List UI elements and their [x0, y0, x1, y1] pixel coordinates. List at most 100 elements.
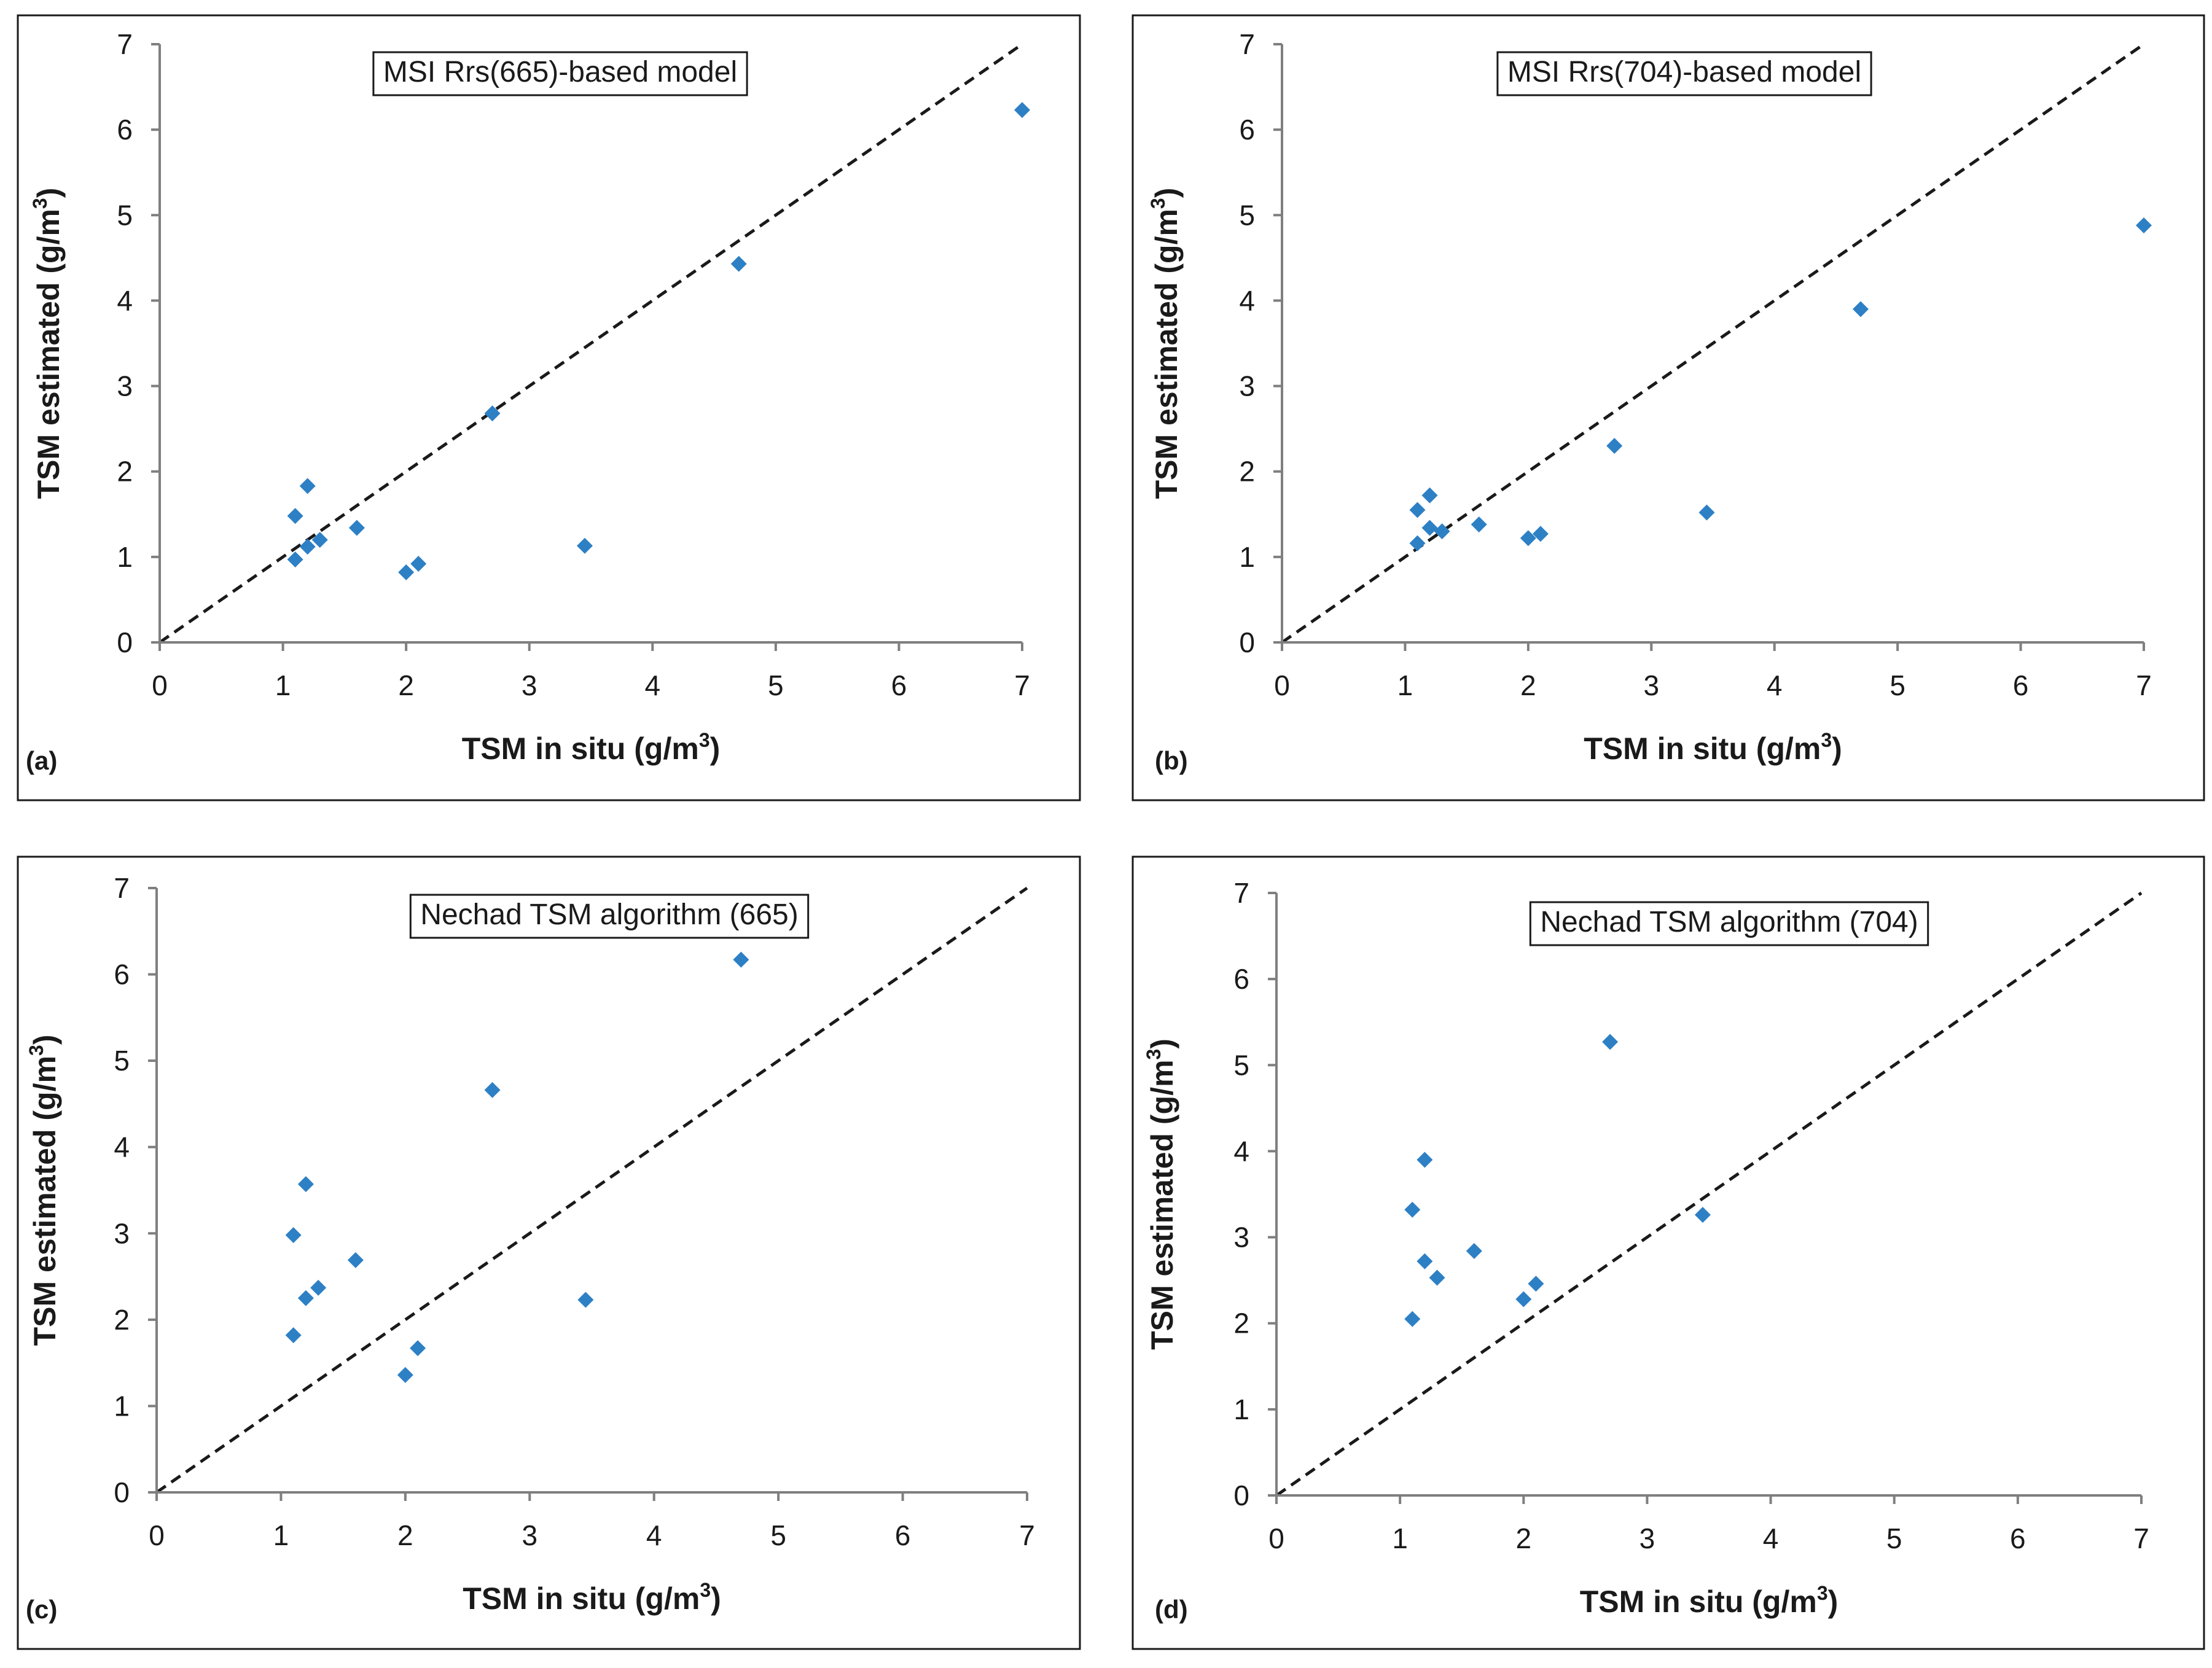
panel-frame: [1131, 855, 2205, 1650]
data-point: [1698, 504, 1715, 521]
data-point: [398, 564, 415, 580]
y-tick-label: 7: [1233, 877, 1249, 909]
data-point: [285, 1227, 302, 1244]
chart-title-box: [409, 894, 810, 939]
data-point: [310, 1279, 327, 1296]
x-tick-label: 2: [1515, 1522, 1531, 1554]
data-point: [484, 405, 501, 422]
y-axis-title: TSM estimated (g/m3): [29, 188, 66, 499]
x-axis-unit-sup: 3: [1821, 729, 1832, 751]
y-tick-label: 7: [1239, 28, 1255, 60]
y-axis-title: TSM estimated (g/m3): [25, 1035, 62, 1346]
y-tick-label: 1: [117, 541, 133, 573]
x-tick-label: 2: [398, 669, 414, 701]
y-axis-title: TSM estimated (g/m3): [1147, 188, 1184, 499]
x-axis-unit-close: ): [711, 1581, 721, 1616]
y-tick-label: 5: [114, 1045, 130, 1077]
y-tick-label: 6: [1233, 963, 1249, 995]
panel-letter: (b): [1155, 746, 1188, 775]
panel-d: 0 1 2 3 4 5 6 7 0 1 2 3 4 5 6 7 Nechad TSM algorithm (70…: [1131, 855, 2205, 1650]
data-point: [397, 1366, 413, 1383]
y-axis-unit-close: ): [31, 188, 66, 198]
y-tick-label: 5: [1233, 1049, 1249, 1081]
data-point: [1520, 530, 1536, 547]
x-tick-label: 1: [1397, 669, 1413, 701]
data-point: [1853, 301, 1869, 318]
x-axis-unit-close: ): [710, 731, 721, 766]
data-point: [1417, 1253, 1433, 1269]
x-tick-label: 6: [2013, 669, 2029, 701]
x-tick-label: 7: [1019, 1519, 1035, 1551]
x-axis-title: TSM in situ (g/m3): [1584, 729, 1842, 766]
data-point: [297, 1176, 314, 1193]
y-tick-label: 2: [114, 1304, 130, 1336]
data-point: [1421, 487, 1438, 504]
chart-title: Nechad TSM algorithm (704): [1540, 906, 1918, 938]
data-point: [347, 1252, 364, 1268]
x-axis-unit-sup: 3: [700, 1579, 711, 1601]
data-point: [1606, 437, 1623, 454]
chart-title: MSI Rrs(704)-based model: [1507, 56, 1861, 88]
x-axis-unit-sup: 3: [699, 729, 710, 751]
chart-title-box: [1529, 901, 1929, 946]
data-point: [285, 1327, 302, 1344]
y-tick-label: 2: [1239, 456, 1255, 488]
data-point: [1409, 535, 1426, 551]
y-tick-label: 2: [117, 456, 133, 488]
y-tick-label: 3: [114, 1217, 130, 1249]
data-point: [311, 532, 328, 548]
data-point: [1014, 102, 1030, 119]
data-point: [287, 551, 303, 568]
one-to-one-line: [155, 886, 1028, 1494]
x-tick-label: 3: [1639, 1522, 1655, 1554]
x-tick-label: 4: [1767, 669, 1783, 701]
x-axis-label: TSM in situ: [462, 731, 635, 766]
x-tick-label: 4: [646, 1519, 662, 1551]
x-tick-label: 0: [152, 669, 168, 701]
y-tick-label: 0: [114, 1476, 130, 1508]
data-point: [1421, 520, 1438, 536]
x-tick-label: 3: [522, 669, 537, 701]
x-tick-label: 6: [895, 1519, 911, 1551]
data-point: [410, 555, 427, 572]
x-axis-unit: (g/m: [634, 731, 699, 766]
y-tick-label: 3: [1239, 370, 1255, 402]
y-axis-unit-sup: 3: [25, 1045, 47, 1056]
y-tick-label: 1: [1233, 1393, 1249, 1425]
y-axis-unit-close: ): [1145, 1039, 1179, 1049]
data-point: [1528, 1276, 1544, 1292]
one-to-one-line: [1275, 891, 2143, 1497]
y-tick-label: 0: [1239, 626, 1255, 658]
chart-title-box: [372, 51, 748, 96]
data-point: [287, 508, 303, 524]
data-point: [1515, 1291, 1532, 1308]
data-point: [1532, 526, 1549, 542]
y-tick-label: 6: [1239, 114, 1255, 146]
data-point: [1429, 1269, 1445, 1286]
x-tick-label: 5: [1890, 669, 1905, 701]
x-axis-label: TSM in situ: [1580, 1584, 1753, 1619]
x-tick-label: 0: [1268, 1522, 1284, 1554]
x-tick-label: 1: [275, 669, 291, 701]
y-axis-unit-sup: 3: [1143, 1049, 1165, 1060]
x-tick-label: 5: [1886, 1522, 1902, 1554]
x-axis-title: TSM in situ (g/m3): [462, 729, 721, 766]
x-tick-label: 3: [522, 1519, 537, 1551]
panel-frame: [17, 855, 1081, 1650]
data-point: [1417, 1152, 1433, 1168]
x-axis-unit: (g/m: [1756, 731, 1821, 766]
data-point: [299, 478, 316, 494]
data-point: [577, 1292, 594, 1308]
y-tick-label: 7: [114, 872, 130, 904]
chart-title: MSI Rrs(665)-based model: [383, 56, 737, 88]
y-tick-label: 7: [117, 28, 133, 60]
data-point: [1409, 502, 1426, 518]
x-axis-title: TSM in situ (g/m3): [1580, 1582, 1839, 1619]
data-point: [348, 520, 365, 536]
one-to-one-line: [158, 42, 1023, 644]
x-axis-title: TSM in situ (g/m3): [463, 1579, 721, 1616]
panel-frame: [1131, 14, 2205, 801]
panel-b: 0 1 2 3 4 5 6 7 0 1 2 3 4 5 6 7 MSI Rrs(704)-based model…: [1131, 14, 2205, 801]
x-tick-label: 5: [770, 1519, 786, 1551]
